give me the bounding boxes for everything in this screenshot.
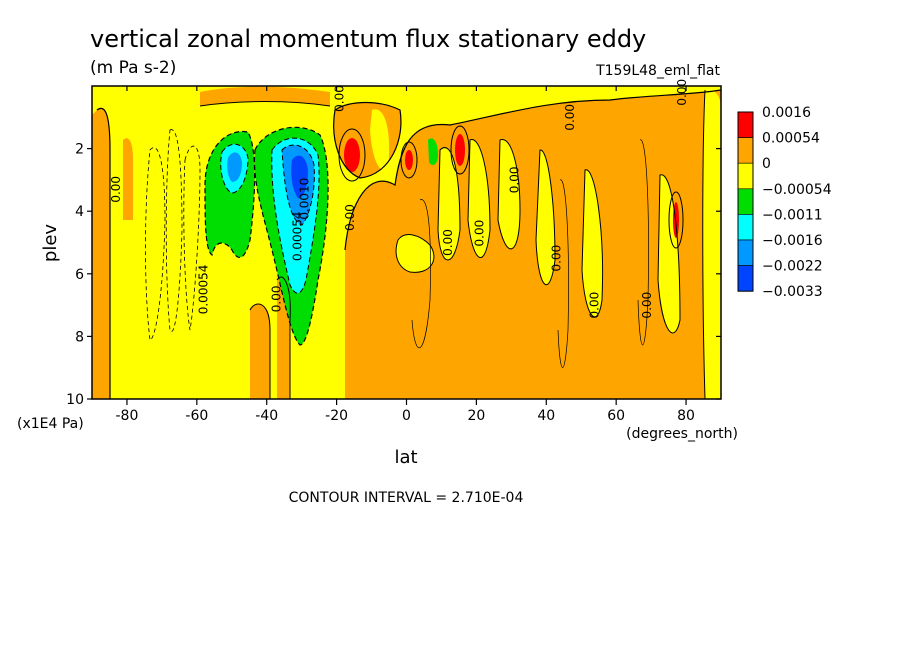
red-max-eq xyxy=(405,150,413,170)
y-axis-label: plev xyxy=(40,224,61,263)
legend-swatch xyxy=(737,162,754,190)
contour-label: 0.00 xyxy=(549,245,563,272)
chart-units: (m Pa s-2) xyxy=(90,58,176,78)
positive-flux-regions xyxy=(92,86,721,400)
contour-label: 0.00 xyxy=(563,104,577,131)
y-tick-label: 2 xyxy=(75,142,84,158)
legend-frame xyxy=(737,111,754,292)
orange-region-nh xyxy=(345,90,721,399)
contour-label: 0.00 xyxy=(588,292,602,319)
legend-label: −0.0011 xyxy=(762,207,823,223)
x-tick-label: 0 xyxy=(402,408,411,424)
color-legend: 0.0016 0.00054 0 −0.00054 −0.0011 −0.0016 −0.0… xyxy=(737,105,832,300)
x-tick-label: -60 xyxy=(185,408,208,424)
contour-label: 0.00054 xyxy=(196,265,210,315)
near-zero-regions xyxy=(370,89,721,400)
positive-maxima xyxy=(344,134,679,238)
chart-title: vertical zonal momentum flux stationary … xyxy=(90,25,646,53)
negative-flux-regions xyxy=(205,127,438,346)
contour-label: 0.0010 xyxy=(298,178,312,220)
legend-swatch xyxy=(737,265,754,292)
contour-lines xyxy=(96,89,722,400)
x-tick-label: -20 xyxy=(325,408,348,424)
blue-region-west xyxy=(227,152,242,182)
legend-swatch xyxy=(737,214,754,241)
contour-label: 0.00054 xyxy=(291,211,305,261)
x-tick-label: -80 xyxy=(116,408,139,424)
y-tick-label: 6 xyxy=(75,267,84,283)
legend-label: 0 xyxy=(762,156,771,172)
legend-swatch xyxy=(737,137,754,164)
y-tick-label: 8 xyxy=(75,329,84,345)
run-label: T159L48_eml_flat xyxy=(595,63,720,79)
contour-label: 0.00 xyxy=(507,167,521,194)
y-unit-label: (x1E4 Pa) xyxy=(17,416,84,432)
contour-label: 0.00 xyxy=(640,292,654,319)
y-axis-ticks: 2 4 6 8 10 xyxy=(66,142,721,408)
red-max-15n xyxy=(455,134,465,166)
contour-label: 0.00 xyxy=(270,285,284,312)
x-unit-label: (degrees_north) xyxy=(626,426,738,442)
x-axis-ticks: -80 -60 -40 -20 0 20 40 60 80 xyxy=(116,86,695,424)
x-tick-label: 20 xyxy=(467,408,485,424)
legend-label: −0.0033 xyxy=(762,284,823,300)
contour-label: 0.00 xyxy=(333,85,347,112)
contour-label: 0.00 xyxy=(675,79,689,106)
x-tick-label: -40 xyxy=(255,408,278,424)
dark-blue-core xyxy=(291,155,308,199)
legend-label: 0.00054 xyxy=(762,131,820,147)
legend-label: −0.0016 xyxy=(762,233,823,249)
contour-label: 0.00 xyxy=(109,176,123,203)
green-spot-equator xyxy=(428,138,438,166)
legend-swatch xyxy=(737,111,754,138)
contour-label: 0.00 xyxy=(472,220,486,247)
orange-region-top xyxy=(200,86,330,106)
y-tick-label: 10 xyxy=(66,392,84,408)
legend-label: −0.00054 xyxy=(762,182,832,198)
contour-interval: CONTOUR INTERVAL = 2.710E-04 xyxy=(289,490,524,506)
orange-region-south-3 xyxy=(250,304,270,399)
contour-label: 0.00 xyxy=(343,204,357,231)
x-tick-label: 40 xyxy=(537,408,555,424)
contour-label: 0.00 xyxy=(441,229,455,256)
x-axis-label: lat xyxy=(394,447,417,468)
legend-swatch xyxy=(737,239,754,266)
legend-label: −0.0022 xyxy=(762,259,823,275)
x-tick-label: 60 xyxy=(607,408,625,424)
y-tick-label: 4 xyxy=(75,204,84,220)
legend-label: 0.0016 xyxy=(762,105,811,121)
orange-region-south-2 xyxy=(123,138,133,220)
orange-region-polar-south xyxy=(92,108,110,400)
x-tick-label: 80 xyxy=(677,408,695,424)
red-max-20s xyxy=(344,138,360,172)
legend-swatch xyxy=(737,188,754,215)
